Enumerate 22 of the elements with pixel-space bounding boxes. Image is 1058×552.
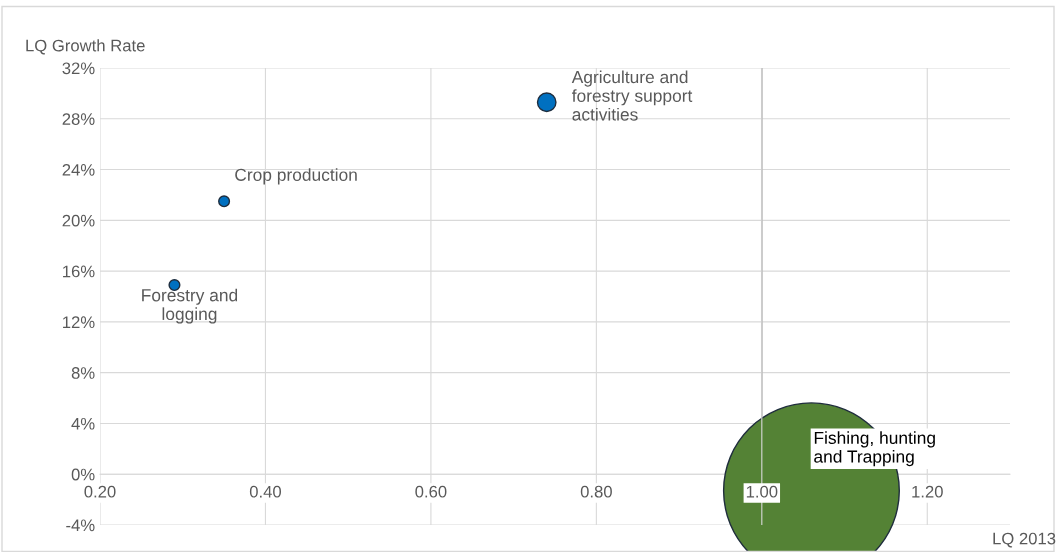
x-tick-label: 0.20 [84,485,116,498]
y-tick-label: 0% [71,468,95,481]
y-tick-label: 4% [71,417,95,430]
y-tick-label: 16% [63,265,95,278]
y-tick-label: 32% [62,62,95,75]
x-tick-label: 0.80 [580,485,612,498]
y-tick-label: 20% [62,214,95,227]
y-tick-label: -4% [66,519,95,532]
annotation: Forestry and logging [142,288,238,324]
x-axis-title: LQ 2013 [993,532,1056,548]
x-tick-label: 0.40 [249,485,282,498]
annotation: Fishing, hunting and Trapping [814,431,935,467]
x-tick-label: 1.20 [912,485,943,498]
annotation: Crop production [235,168,357,185]
x-tick-label: 0.60 [415,485,447,498]
x-tick-label: 1.00 [746,485,778,498]
y-tick-label: 12% [63,316,95,329]
y-tick-label: 8% [71,367,95,379]
y-tick-label: 24% [62,163,95,176]
y-tick-label: 28% [62,113,95,125]
annotation: Agriculture and forestry support activities [571,70,693,121]
y-axis-title: LQ Growth Rate [26,39,145,55]
